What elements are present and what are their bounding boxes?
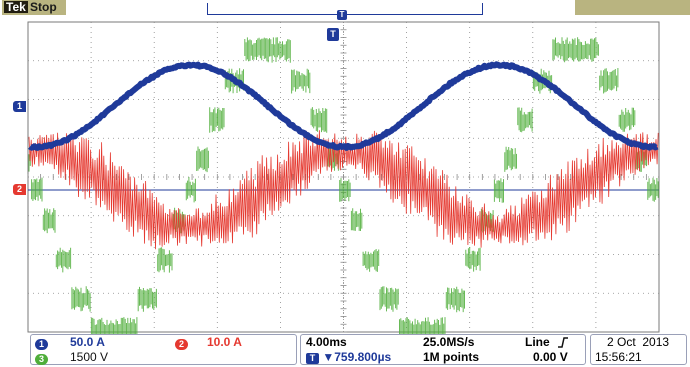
channel-2-ground-marker[interactable]: 2: [13, 184, 26, 195]
delay-icon: T: [306, 353, 319, 364]
tek-logo: Tek: [4, 0, 28, 14]
channel-readout-panel[interactable]: 1 50.0 A 2 10.0 A 3 1500 V: [30, 334, 297, 365]
time-readout: 15:56:21: [595, 350, 642, 364]
trigger-level: 0.00 V: [533, 350, 568, 364]
channel-1-ground-marker[interactable]: 1: [13, 101, 26, 112]
channel-2-scale: 10.0 A: [207, 335, 242, 349]
channel-1-trace: [28, 61, 659, 151]
horizontal-scale: 4.00ms: [306, 335, 347, 349]
channel-1-waveform: [28, 61, 659, 151]
channel-3-scale: 1500 V: [70, 350, 109, 364]
trigger-source: Line: [525, 335, 550, 349]
record-length: 1M points: [423, 350, 479, 364]
rising-edge-icon: [558, 337, 568, 348]
channel-1-scale: 50.0 A: [70, 335, 105, 349]
status-bar: Tek Stop T: [0, 0, 690, 22]
status-strip-right: [575, 0, 690, 15]
delay-readout: ▼759.800µs: [322, 350, 392, 364]
trigger-position-marker[interactable]: T: [327, 28, 339, 41]
acquisition-status[interactable]: Tek Stop: [2, 0, 66, 15]
channel-3-badge: 3: [35, 354, 48, 365]
date-readout: 2 Oct 2013: [607, 335, 670, 349]
acquisition-state-label: Stop: [30, 0, 57, 14]
channel-1-badge: 1: [35, 339, 48, 350]
date-time-panel: 2 Oct 2013 15:56:21: [590, 334, 687, 365]
record-trigger-position-icon: T: [337, 10, 347, 20]
sample-rate: 25.0MS/s: [423, 335, 475, 349]
graticule: [27, 21, 660, 333]
horizontal-trigger-readout-panel[interactable]: 4.00ms 25.0MS/s Line T ▼759.800µs 1M poi…: [300, 334, 586, 365]
channel-2-badge: 2: [175, 339, 188, 350]
